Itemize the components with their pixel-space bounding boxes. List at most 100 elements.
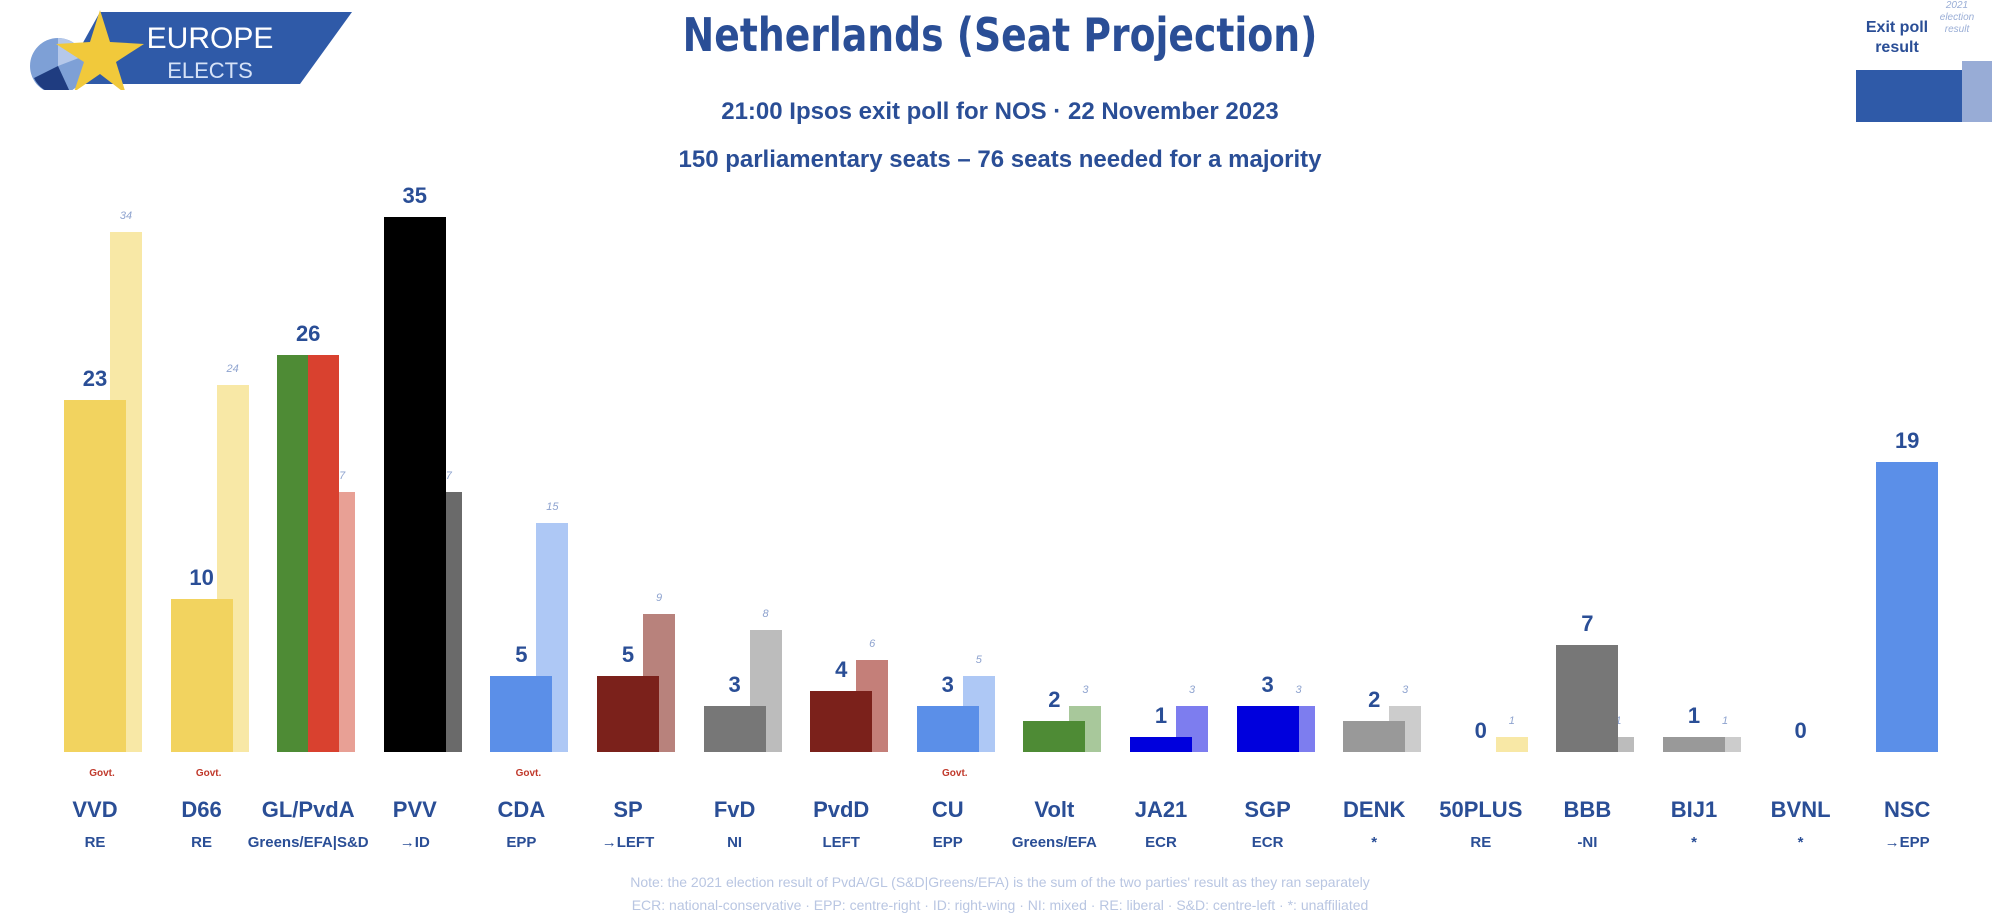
value-exit-poll-label: 3	[1261, 672, 1274, 698]
value-exit-poll-label: 0	[1474, 718, 1487, 743]
value-2021-label: 15	[546, 500, 559, 513]
value-exit-poll-label: 26	[295, 320, 321, 346]
govt-badge: Govt.	[89, 768, 115, 779]
party-name-label: SP	[613, 797, 643, 822]
party-group-label: Greens/EFA|S&D	[247, 834, 369, 851]
party-group-label: EPP	[506, 834, 537, 851]
chart-subtitle-poll: 21:00 Ipsos exit poll for NOS · 22 Novem…	[721, 98, 1279, 125]
party-group-label: RE	[1470, 834, 1492, 851]
value-exit-poll-label: 1	[1687, 702, 1701, 728]
party-name-label: JA21	[1134, 797, 1188, 822]
govt-badge: Govt.	[515, 768, 542, 779]
party-name-label: GL/PvdA	[261, 797, 355, 822]
party-group-label: →ID	[399, 834, 430, 851]
bar-exit-poll-CU	[916, 706, 979, 752]
svg-text:EUROPE: EUROPE	[147, 22, 274, 55]
value-2021-label: 1	[1721, 714, 1729, 727]
bar-exit-poll-CDA	[490, 675, 553, 752]
value-exit-poll-label: 19	[1894, 427, 1920, 453]
value-2021-label: 5	[975, 653, 982, 666]
value-exit-poll-label: 2	[1048, 687, 1061, 713]
value-exit-poll-label: 23	[82, 366, 108, 392]
value-2021-label: 3	[1082, 684, 1089, 697]
party-group-label: -NI	[1577, 834, 1598, 851]
value-2021-label: 3	[1402, 684, 1409, 697]
party-name-label: Volt	[1034, 797, 1075, 822]
party-group-label: *	[1691, 834, 1697, 851]
value-exit-poll-label: 1	[1154, 702, 1168, 728]
party-group-label: RE	[191, 834, 213, 851]
value-2021-label: 1	[1615, 714, 1622, 727]
bar-exit-poll-NSC	[1876, 461, 1939, 752]
bar-exit-poll-PVV	[383, 217, 446, 752]
party-name-label: FvD	[713, 797, 756, 822]
value-exit-poll-label: 35	[402, 183, 428, 208]
svg-text:ELECTS: ELECTS	[167, 58, 253, 83]
party-group-label: ECR	[1145, 834, 1177, 851]
govt-badge: Govt.	[942, 768, 968, 779]
value-exit-poll-label: 5	[621, 641, 635, 667]
party-group-label: ECR	[1251, 834, 1284, 851]
party-group-label: NI	[727, 834, 743, 851]
party-name-label: DENK	[1343, 797, 1406, 822]
party-name-label: PvdD	[813, 797, 870, 822]
party-name-label: BVNL	[1770, 797, 1831, 822]
value-exit-poll-label: 0	[1794, 718, 1807, 743]
europe-elects-logo: EUROPE ELECTS	[10, 8, 360, 95]
party-group-label: *	[1371, 834, 1378, 851]
chart-subtitle-seats: 150 parliamentary seats – 76 seats neede…	[678, 146, 1322, 173]
party-group-label: *	[1797, 834, 1804, 851]
value-exit-poll-label: 2	[1368, 687, 1381, 713]
value-exit-poll-label: 10	[189, 565, 214, 591]
govt-badge: Govt.	[195, 768, 222, 779]
value-2021-label: 3	[1188, 684, 1196, 697]
value-exit-poll-label: 5	[515, 641, 528, 667]
bar-exit-poll-JA21	[1130, 736, 1192, 752]
party-name-label: NSC	[1883, 797, 1931, 822]
bar-exit-poll-D66	[170, 599, 233, 752]
value-exit-poll-label: 4	[835, 656, 848, 682]
value-exit-poll-label: 7	[1581, 611, 1594, 636]
bar-exit-poll-SGP	[1236, 706, 1299, 752]
bar-exit-poll-GL/PvdA-b	[308, 354, 340, 752]
party-group-label: EPP	[932, 834, 963, 851]
bar-exit-poll-SP	[597, 675, 659, 752]
party-name-label: 50PLUS	[1439, 797, 1523, 822]
value-2021-label: 1	[1508, 714, 1515, 727]
value-2021-label: 6	[869, 638, 876, 651]
party-group-label: →LEFT	[601, 834, 655, 851]
bar-exit-poll-BIJ1	[1663, 736, 1725, 752]
legend-exit-poll-label: Exit poll result	[1865, 19, 1929, 56]
note-2021-sum: Note: the 2021 election result of PvdA/G…	[630, 874, 1370, 890]
note-group-legend: ECR: national-conservative · EPP: centre…	[631, 897, 1369, 913]
value-2021-label: 34	[119, 210, 133, 223]
party-group-label: Greens/EFA	[1011, 834, 1097, 851]
party-name-label: BIJ1	[1670, 797, 1718, 822]
chart-legend: Exit poll result 2021 election result	[1850, 0, 2000, 125]
chart-title: Netherlands (Seat Projection)	[682, 8, 1318, 62]
party-name-label: CDA	[497, 797, 546, 822]
bar-exit-poll-GL/PvdA-a	[277, 354, 309, 752]
value-exit-poll-label: 3	[728, 672, 741, 698]
party-name-label: VVD	[72, 797, 118, 822]
value-exit-poll-label: 3	[941, 672, 954, 698]
party-group-label: LEFT	[822, 834, 860, 851]
party-group-label: RE	[84, 834, 106, 851]
bar-exit-poll-DENK	[1343, 721, 1406, 752]
value-2021-label: 9	[655, 592, 663, 605]
value-2021-label: 8	[762, 607, 769, 620]
bar-2021-50PLUS	[1495, 736, 1528, 752]
bar-exit-poll-BBB	[1556, 645, 1619, 752]
party-group-label: →EPP	[1884, 834, 1930, 851]
party-name-label: CU	[931, 797, 964, 822]
bar-exit-poll-VVD	[64, 400, 126, 752]
party-name-label: PVV	[392, 797, 437, 822]
bar-exit-poll-FvD	[703, 706, 766, 752]
party-name-label: SGP	[1244, 797, 1291, 822]
legend-2021-label: 2021 election result	[1939, 0, 1975, 35]
bar-exit-poll-PvdD	[810, 690, 873, 752]
bar-exit-poll-Volt	[1023, 721, 1086, 752]
value-2021-label: 3	[1295, 684, 1302, 697]
value-2021-label: 24	[226, 363, 239, 376]
party-name-label: D66	[181, 797, 222, 822]
